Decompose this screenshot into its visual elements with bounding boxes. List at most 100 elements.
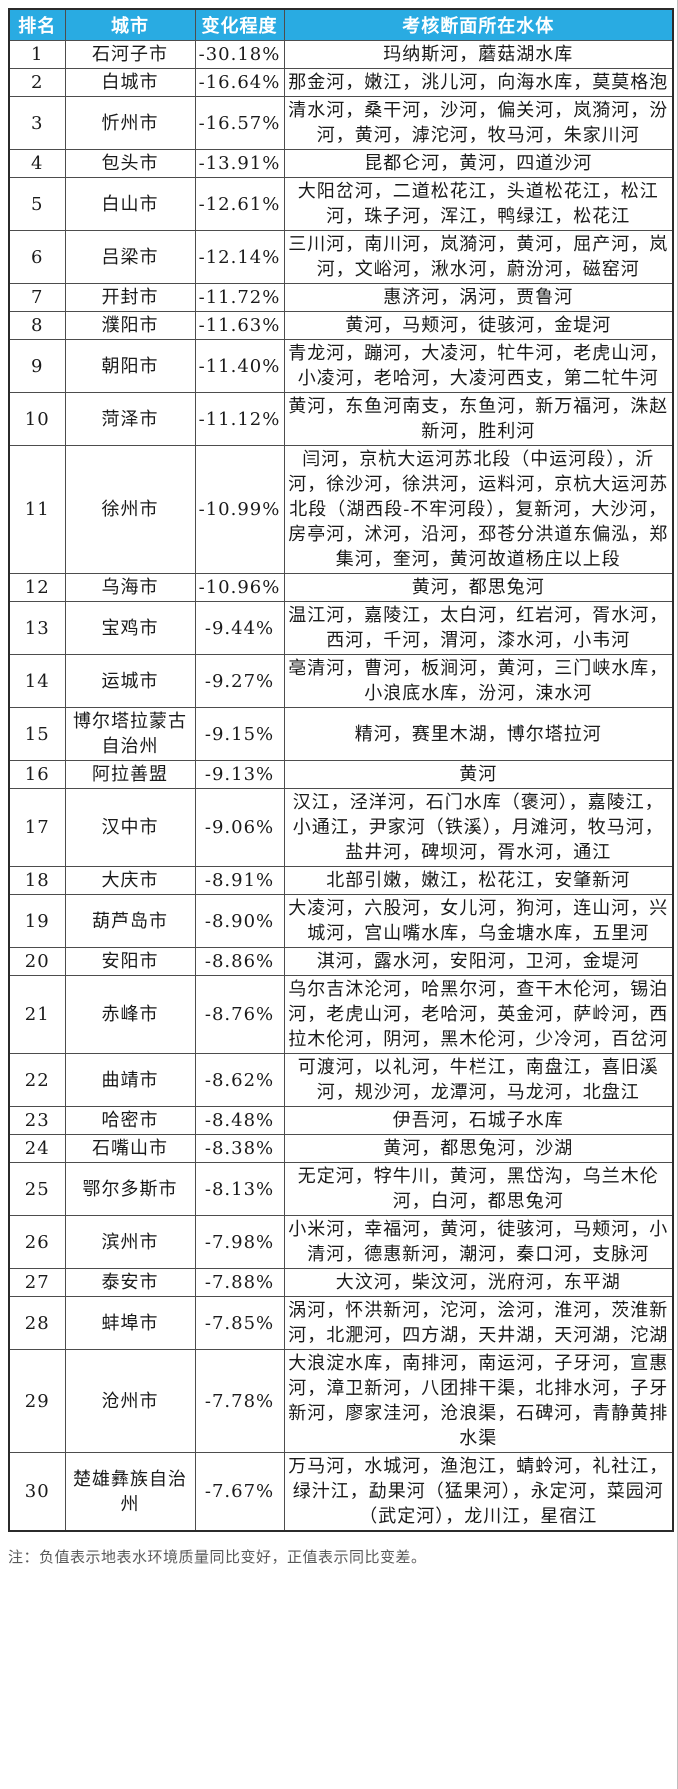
rank-cell: 9 — [8, 339, 66, 393]
waters-cell: 黄河，东鱼河南支，东鱼河，新万福河，洙赵新河，胜利河 — [283, 392, 674, 446]
city-cell: 濮阳市 — [64, 311, 196, 340]
city-cell: 开封市 — [64, 283, 196, 312]
change-cell: -9.27% — [194, 654, 285, 708]
waters-cell: 大汶河，柴汶河，洸府河，东平湖 — [283, 1268, 674, 1297]
rank-cell: 14 — [8, 654, 66, 708]
city-cell: 包头市 — [64, 149, 196, 178]
rank-cell: 17 — [8, 788, 66, 867]
rank-cell: 3 — [8, 96, 66, 150]
rank-cell: 11 — [8, 445, 66, 574]
city-cell: 白山市 — [64, 177, 196, 231]
city-cell: 安阳市 — [64, 947, 196, 976]
table-row: 2 白城市 -16.64% 那金河，嫩江，洮儿河，向海水库，莫莫格泡 — [8, 68, 674, 97]
city-cell: 石嘴山市 — [64, 1134, 196, 1163]
column-header-city: 城市 — [64, 8, 196, 41]
city-cell: 大庆市 — [64, 866, 196, 895]
city-cell: 博尔塔拉蒙古自治州 — [64, 707, 196, 761]
rank-cell: 4 — [8, 149, 66, 178]
rank-cell: 27 — [8, 1268, 66, 1297]
city-cell: 滨州市 — [64, 1215, 196, 1269]
table-header-row: 排名 城市 变化程度 考核断面所在水体 — [8, 8, 674, 41]
waters-cell: 三川河，南川河，岚漪河，黄河，屈产河，岚河，文峪河，湫水河，蔚汾河，磁窑河 — [283, 230, 674, 284]
change-cell: -11.63% — [194, 311, 285, 340]
city-cell: 阿拉善盟 — [64, 760, 196, 789]
table-row: 22 曲靖市 -8.62% 可渡河，以礼河，牛栏江，南盘江，喜旧溪河，规沙河，龙潭河，… — [8, 1053, 674, 1107]
waters-cell: 万马河，水城河，渔泡江，蜻蛉河，礼社江，绿汁江，勐果河（猛果河），永定河，菜园河… — [283, 1452, 674, 1532]
table-row: 18 大庆市 -8.91% 北部引嫩，嫩江，松花江，安肇新河 — [8, 866, 674, 895]
column-header-change: 变化程度 — [194, 8, 285, 41]
change-cell: -9.06% — [194, 788, 285, 867]
table-body: 1 石河子市 -30.18% 玛纳斯河，蘑菇湖水库 2 白城市 -16.64% 那金河，嫩江，… — [8, 40, 674, 1532]
waters-cell: 精河，赛里木湖，博尔塔拉河 — [283, 707, 674, 761]
rank-cell: 21 — [8, 975, 66, 1054]
city-cell: 朝阳市 — [64, 339, 196, 393]
change-cell: -7.88% — [194, 1268, 285, 1297]
city-cell: 赤峰市 — [64, 975, 196, 1054]
table-row: 7 开封市 -11.72% 惠济河，涡河，贾鲁河 — [8, 283, 674, 312]
city-cell: 菏泽市 — [64, 392, 196, 446]
change-cell: -30.18% — [194, 40, 285, 69]
rank-cell: 19 — [8, 894, 66, 948]
column-header-rank: 排名 — [8, 8, 66, 41]
table-row: 25 鄂尔多斯市 -8.13% 无定河，牸牛川，黄河，黑岱沟，乌兰木伦河，白河，都思兔… — [8, 1162, 674, 1216]
table-row: 1 石河子市 -30.18% 玛纳斯河，蘑菇湖水库 — [8, 40, 674, 69]
rank-cell: 24 — [8, 1134, 66, 1163]
table-row: 27 泰安市 -7.88% 大汶河，柴汶河，洸府河，东平湖 — [8, 1268, 674, 1297]
table-row: 13 宝鸡市 -9.44% 温江河，嘉陵江，太白河，红岩河，胥水河，西河，千河，渭河，… — [8, 601, 674, 655]
table-row: 17 汉中市 -9.06% 汉江，泾洋河，石门水库（褒河），嘉陵江，小通江，尹家河（铁… — [8, 788, 674, 867]
change-cell: -8.38% — [194, 1134, 285, 1163]
rank-cell: 20 — [8, 947, 66, 976]
change-cell: -8.90% — [194, 894, 285, 948]
rank-cell: 29 — [8, 1349, 66, 1453]
change-cell: -9.44% — [194, 601, 285, 655]
ranking-table: 排名 城市 变化程度 考核断面所在水体 1 石河子市 -30.18% 玛纳斯河，蘑菇湖… — [8, 8, 674, 1532]
waters-cell: 北部引嫩，嫩江，松花江，安肇新河 — [283, 866, 674, 895]
change-cell: -8.76% — [194, 975, 285, 1054]
rank-cell: 28 — [8, 1296, 66, 1350]
rank-cell: 1 — [8, 40, 66, 69]
rank-cell: 18 — [8, 866, 66, 895]
rank-cell: 30 — [8, 1452, 66, 1532]
rank-cell: 25 — [8, 1162, 66, 1216]
rank-cell: 8 — [8, 311, 66, 340]
waters-cell: 亳清河，曹河，板涧河，黄河，三门峡水库，小浪底水库，汾河，涑水河 — [283, 654, 674, 708]
table-row: 12 乌海市 -10.96% 黄河，都思兔河 — [8, 573, 674, 602]
city-cell: 石河子市 — [64, 40, 196, 69]
table-row: 23 哈密市 -8.48% 伊吾河，石城子水库 — [8, 1106, 674, 1135]
city-cell: 泰安市 — [64, 1268, 196, 1297]
city-cell: 运城市 — [64, 654, 196, 708]
waters-cell: 可渡河，以礼河，牛栏江，南盘江，喜旧溪河，规沙河，龙潭河，马龙河，北盘江 — [283, 1053, 674, 1107]
city-cell: 曲靖市 — [64, 1053, 196, 1107]
change-cell: -12.61% — [194, 177, 285, 231]
waters-cell: 黄河，都思兔河 — [283, 573, 674, 602]
waters-cell: 大凌河，六股河，女儿河，狗河，连山河，兴城河，宫山嘴水库，乌金塘水库，五里河 — [283, 894, 674, 948]
city-cell: 宝鸡市 — [64, 601, 196, 655]
table-row: 8 濮阳市 -11.63% 黄河，马颊河，徒骇河，金堤河 — [8, 311, 674, 340]
waters-cell: 大阳岔河，二道松花江，头道松花江，松江河，珠子河，浑江，鸭绿江，松花江 — [283, 177, 674, 231]
city-cell: 鄂尔多斯市 — [64, 1162, 196, 1216]
change-cell: -16.64% — [194, 68, 285, 97]
waters-cell: 无定河，牸牛川，黄河，黑岱沟，乌兰木伦河，白河，都思兔河 — [283, 1162, 674, 1216]
waters-cell: 温江河，嘉陵江，太白河，红岩河，胥水河，西河，千河，渭河，漆水河，小韦河 — [283, 601, 674, 655]
city-cell: 蚌埠市 — [64, 1296, 196, 1350]
change-cell: -7.98% — [194, 1215, 285, 1269]
change-cell: -13.91% — [194, 149, 285, 178]
city-cell: 葫芦岛市 — [64, 894, 196, 948]
table-row: 9 朝阳市 -11.40% 青龙河，蹦河，大凌河，牤牛河，老虎山河，小凌河，老哈河，大… — [8, 339, 674, 393]
city-cell: 楚雄彝族自治州 — [64, 1452, 196, 1532]
waters-cell: 青龙河，蹦河，大凌河，牤牛河，老虎山河，小凌河，老哈河，大凌河西支，第二牤牛河 — [283, 339, 674, 393]
change-cell: -8.62% — [194, 1053, 285, 1107]
rank-cell: 26 — [8, 1215, 66, 1269]
city-cell: 乌海市 — [64, 573, 196, 602]
change-cell: -8.91% — [194, 866, 285, 895]
change-cell: -9.13% — [194, 760, 285, 789]
table-row: 29 沧州市 -7.78% 大浪淀水库，南排河，南运河，子牙河，宣惠河，漳卫新河，八团… — [8, 1349, 674, 1453]
change-cell: -11.72% — [194, 283, 285, 312]
waters-cell: 乌尔吉沐沦河，哈黑尔河，查干木伦河，锡泊河，老虎山河，老哈河，英金河，萨岭河，西… — [283, 975, 674, 1054]
change-cell: -7.85% — [194, 1296, 285, 1350]
table-row: 20 安阳市 -8.86% 淇河，露水河，安阳河，卫河，金堤河 — [8, 947, 674, 976]
table-row: 6 吕梁市 -12.14% 三川河，南川河，岚漪河，黄河，屈产河，岚河，文峪河，湫水河… — [8, 230, 674, 284]
table-row: 16 阿拉善盟 -9.13% 黄河 — [8, 760, 674, 789]
table-row: 30 楚雄彝族自治州 -7.67% 万马河，水城河，渔泡江，蜻蛉河，礼社江，绿汁江，勐… — [8, 1452, 674, 1532]
